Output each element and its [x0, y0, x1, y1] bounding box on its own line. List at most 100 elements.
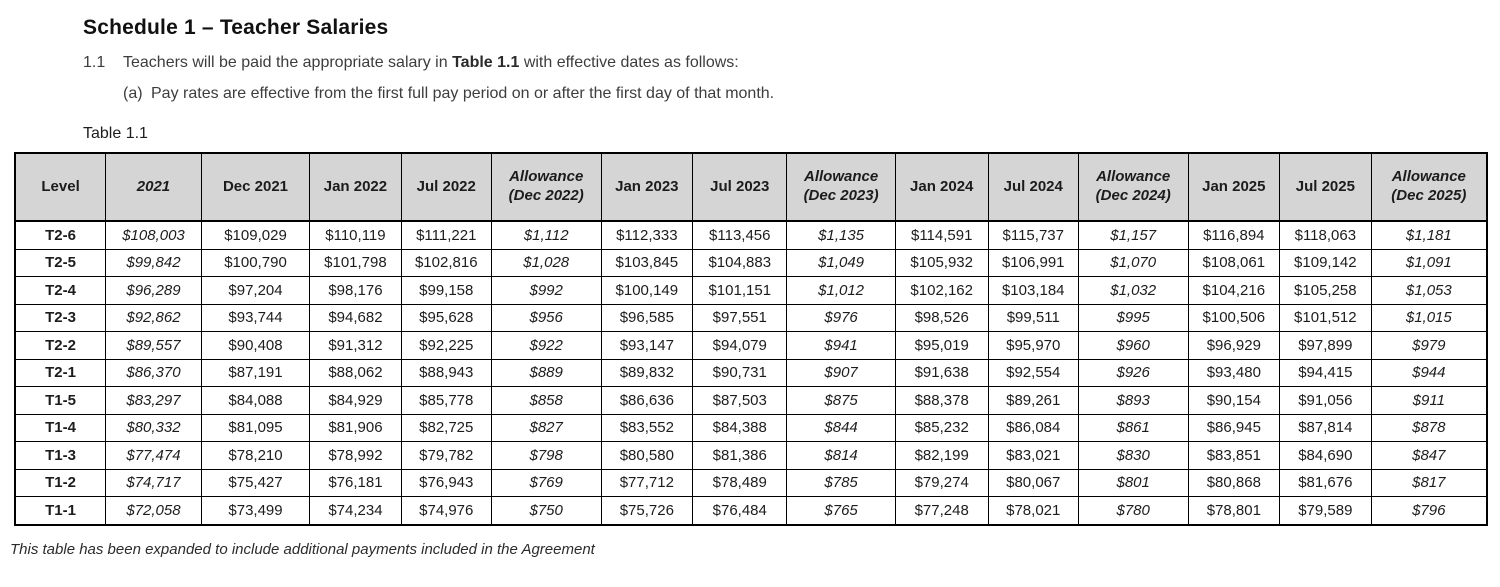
salary-cell: $814: [786, 441, 896, 470]
salary-cell: $105,932: [894, 248, 989, 277]
salary-cell: $89,557: [105, 331, 202, 360]
clause-text-pre: Teachers will be paid the appropriate sa…: [123, 54, 453, 71]
salary-cell: $830: [1077, 441, 1189, 470]
salary-cell: $91,638: [894, 358, 989, 387]
salary-cell: $102,816: [400, 248, 492, 277]
salary-cell: $84,690: [1279, 441, 1372, 470]
column-header: Jul 2025: [1279, 152, 1372, 222]
salary-cell: $83,021: [987, 441, 1079, 470]
salary-cell: $90,154: [1187, 386, 1281, 415]
level-cell: T2-5: [14, 248, 107, 277]
salary-cell: $780: [1077, 496, 1189, 525]
table-row: T1-4 $80,332 $81,095 $81,906 $82,725 $827 $83,…: [14, 413, 1488, 442]
salary-cell: $77,248: [894, 496, 989, 525]
salary-cell: $104,216: [1187, 276, 1281, 305]
salary-cell: $82,725: [400, 413, 492, 442]
salary-cell: $85,232: [894, 413, 989, 442]
salary-cell: $81,906: [309, 413, 402, 442]
salary-cell: $73,499: [200, 496, 311, 525]
clause-number: 1.1: [83, 54, 106, 71]
salary-cell: $1,012: [786, 276, 896, 305]
level-cell: T2-2: [14, 331, 107, 360]
table-row: T2-1 $86,370 $87,191 $88,062 $88,943 $889 $89,…: [14, 358, 1488, 387]
salary-cell: $101,151: [692, 276, 788, 305]
salary-cell: $72,058: [105, 496, 202, 525]
salary-cell: $817: [1370, 468, 1488, 497]
salary-cell: $98,176: [309, 276, 402, 305]
column-header: Dec 2021: [200, 152, 311, 222]
salary-cell: $91,312: [309, 331, 402, 360]
salary-cell: $101,798: [309, 248, 402, 277]
salary-cell: $1,028: [490, 248, 602, 277]
salary-cell: $875: [786, 386, 896, 415]
table-footnote: This table has been expanded to include …: [10, 540, 595, 558]
clause-1-1: 1.1 Teachers will be paid the appropriat…: [83, 54, 1500, 72]
salary-cell: $1,181: [1370, 220, 1488, 250]
salary-cell: $88,943: [400, 358, 492, 387]
column-header: Jul 2024: [987, 152, 1079, 222]
salary-cell: $796: [1370, 496, 1488, 525]
salary-cell: $76,484: [692, 496, 788, 525]
salary-cell: $96,289: [105, 276, 202, 305]
column-header: 2021: [105, 152, 202, 222]
salary-cell: $112,333: [600, 220, 694, 250]
salary-table-body: T2-6 $108,003 $109,029 $110,119 $111,221 $1,1…: [14, 220, 1488, 525]
salary-cell: $99,158: [400, 276, 492, 305]
salary-cell: $92,554: [987, 358, 1079, 387]
salary-cell: $98,526: [894, 303, 989, 332]
salary-cell: $844: [786, 413, 896, 442]
salary-cell: $75,726: [600, 496, 694, 525]
salary-cell: $922: [490, 331, 602, 360]
table-row: T1-5 $83,297 $84,088 $84,929 $85,778 $858 $86,…: [14, 386, 1488, 415]
document-header: Schedule 1 – Teacher Salaries 1.1 Teache…: [0, 0, 1500, 143]
salary-cell: $115,737: [987, 220, 1079, 250]
salary-cell: $83,552: [600, 413, 694, 442]
salary-cell: $100,790: [200, 248, 311, 277]
salary-cell: $1,157: [1077, 220, 1189, 250]
salary-cell: $92,225: [400, 331, 492, 360]
salary-cell: $89,832: [600, 358, 694, 387]
salary-cell: $83,851: [1187, 441, 1281, 470]
salary-cell: $765: [786, 496, 896, 525]
table-row: T1-2 $74,717 $75,427 $76,181 $76,943 $769 $77,…: [14, 468, 1488, 497]
salary-cell: $944: [1370, 358, 1488, 387]
salary-cell: $992: [490, 276, 602, 305]
salary-cell: $858: [490, 386, 602, 415]
salary-cell: $97,204: [200, 276, 311, 305]
salary-cell: $94,079: [692, 331, 788, 360]
column-header: Allowance (Dec 2025): [1370, 152, 1488, 222]
column-header: Allowance (Dec 2024): [1077, 152, 1189, 222]
salary-cell: $116,894: [1187, 220, 1281, 250]
salary-cell: $926: [1077, 358, 1189, 387]
salary-cell: $94,415: [1279, 358, 1372, 387]
salary-cell: $878: [1370, 413, 1488, 442]
salary-cell: $76,181: [309, 468, 402, 497]
column-header: Jul 2022: [400, 152, 492, 222]
salary-cell: $82,199: [894, 441, 989, 470]
salary-cell: $84,088: [200, 386, 311, 415]
salary-cell: $94,682: [309, 303, 402, 332]
salary-cell: $100,506: [1187, 303, 1281, 332]
salary-cell: $96,929: [1187, 331, 1281, 360]
salary-cell: $111,221: [400, 220, 492, 250]
level-cell: T1-2: [14, 468, 107, 497]
column-header: Jan 2023: [600, 152, 694, 222]
salary-cell: $801: [1077, 468, 1189, 497]
salary-cell: $101,512: [1279, 303, 1372, 332]
salary-cell: $91,056: [1279, 386, 1372, 415]
salary-cell: $103,184: [987, 276, 1079, 305]
salary-cell: $108,003: [105, 220, 202, 250]
salary-cell: $108,061: [1187, 248, 1281, 277]
salary-cell: $113,456: [692, 220, 788, 250]
salary-cell: $88,062: [309, 358, 402, 387]
salary-cell: $84,388: [692, 413, 788, 442]
salary-cell: $83,297: [105, 386, 202, 415]
salary-cell: $88,378: [894, 386, 989, 415]
salary-cell: $75,427: [200, 468, 311, 497]
salary-cell: $97,551: [692, 303, 788, 332]
salary-cell: $105,258: [1279, 276, 1372, 305]
salary-cell: $941: [786, 331, 896, 360]
salary-cell: $77,474: [105, 441, 202, 470]
column-header: Level: [14, 152, 107, 222]
salary-cell: $79,782: [400, 441, 492, 470]
